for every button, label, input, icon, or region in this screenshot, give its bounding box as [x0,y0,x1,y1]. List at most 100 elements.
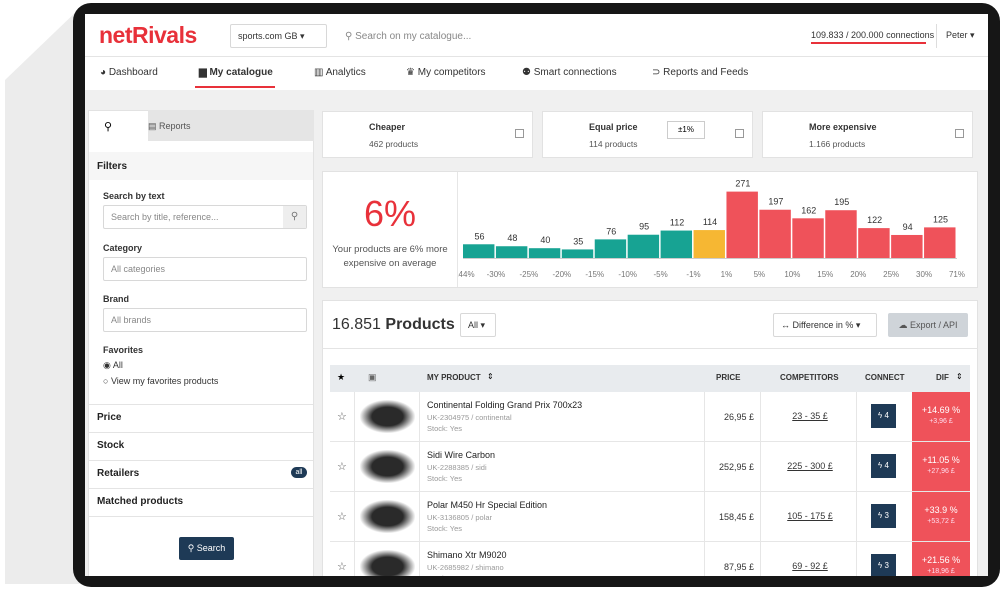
logo[interactable]: netRivals [99,22,197,48]
sort-select[interactable]: ↔ Difference in % ▾ [773,313,877,337]
button-text: Export / API [909,320,958,330]
bar-label: 40 [540,235,550,245]
card-count: 114 products [589,139,638,149]
nav-item[interactable]: ♛ My competitors [406,67,486,78]
label: Favorites [103,345,144,355]
product-name[interactable]: Sidi Wire Carbon [427,450,496,460]
star[interactable]: ☆ [337,461,347,473]
bar [891,234,923,258]
cell-border [419,392,420,442]
column-header[interactable]: DIF [936,373,949,382]
bin-label: -10% [618,270,637,279]
bin-label: -25% [520,270,539,279]
checkbox[interactable] [515,129,524,138]
product-name[interactable]: Continental Folding Grand Prix 700x23 [427,400,583,410]
dif-abs: +18,96 £ [927,568,955,575]
user[interactable]: Peter ▾ [946,30,975,40]
tab-reports[interactable] [148,110,314,141]
search-input[interactable]: Search by title, reference... [103,205,307,229]
product-stock: Stock: Yes [427,574,462,576]
store-select[interactable]: sports.com GB ▾ [230,24,327,48]
card-select[interactable]: ±1% [667,121,705,139]
column-header[interactable]: PRICE [716,373,741,382]
product-name[interactable]: Shimano Xtr M9020 [427,550,507,560]
section-title[interactable]: Matched products [97,496,184,507]
bar [594,239,627,258]
star[interactable]: ☆ [337,511,347,523]
headline: 6% [363,193,417,234]
headline-text: Your products are 6% more expensive on a… [332,244,448,269]
search-button[interactable]: ⚲ Search [179,537,234,560]
search-placeholder: Search on my catalogue... [355,31,472,42]
row-border [330,491,970,492]
nav-item[interactable]: ▥ Analytics [314,67,366,78]
option: View my favorites products [110,376,219,386]
button-text: Search [196,543,226,553]
bar-label: 162 [801,205,816,215]
filters-bar [89,152,313,180]
value: Difference in % [792,320,854,330]
user-name: Peter [946,30,968,40]
nav-label: Analytics [325,67,366,78]
dif-cell [912,392,970,441]
radio[interactable]: ○ View my favorites products [103,376,219,386]
sort-icon[interactable]: ⇕ [956,372,963,381]
nav-item[interactable]: ▆ My catalogue [199,67,273,78]
dif-abs: +3,96 £ [929,418,953,425]
section-title[interactable]: Price [97,412,122,423]
competitors[interactable]: 225 - 300 £ [787,461,833,471]
frame-shadow [5,8,80,584]
nav-item[interactable]: ◕ Dashboard [100,67,158,78]
cell-border [760,442,761,492]
sort-icon[interactable]: ⇕ [487,372,494,381]
section-title[interactable]: Retailers [97,468,140,479]
search-icon[interactable]: ⚲ [283,206,306,228]
bar [660,230,693,258]
competitors[interactable]: 69 - 92 £ [792,561,828,571]
column-header[interactable]: COMPETITORS [780,373,839,382]
divider [936,24,937,48]
export-button[interactable]: ☁ Export / API [888,313,968,337]
nav-item[interactable]: ⊃ Reports and Feeds [652,67,749,78]
column-header[interactable]: CONNECT [865,373,905,382]
card [322,111,533,158]
cell-border [704,542,705,576]
connect-button[interactable]: ϟ 3 [871,554,896,576]
search[interactable]: ⚲ Search on my catalogue... [345,31,472,42]
star[interactable]: ☆ [337,561,347,573]
bin-label: -30% [487,270,506,279]
checkbox[interactable] [955,129,964,138]
connect-button[interactable]: ϟ 3 [871,504,896,528]
competitors[interactable]: 23 - 35 £ [792,411,828,421]
filter-select[interactable]: All ▾ [460,313,496,337]
nav-label: My competitors [417,67,486,78]
cell-border [760,542,761,576]
radio[interactable]: ◉ All [103,360,123,370]
cell-border [354,392,355,442]
connect-button[interactable]: ϟ 4 [871,404,896,428]
dif: +33.9 % [924,505,958,515]
column-header[interactable]: MY PRODUCT [427,373,481,382]
bar-label: 94 [903,222,913,232]
section-border [89,460,313,461]
connections-bar [811,42,926,44]
tab-search[interactable]: ⚲ [104,121,113,133]
bin-label: 10% [784,270,800,279]
cell-border [760,392,761,442]
brand-select[interactable]: All brands [103,308,307,332]
nav-item[interactable]: ⚉ Smart connections [522,67,617,78]
star[interactable]: ☆ [337,411,347,423]
bin-label: 1% [721,270,733,279]
bin-label: -20% [552,270,571,279]
competitors[interactable]: 105 - 175 £ [787,511,833,521]
connect-button[interactable]: ϟ 4 [871,454,896,478]
category-select[interactable]: All categories [103,257,307,281]
section-border [89,516,313,517]
section-title[interactable]: Stock [97,440,125,451]
bin-label: 15% [817,270,833,279]
star-header: ★ [337,372,346,382]
product-name[interactable]: Polar M450 Hr Special Edition [427,500,548,510]
bar-label: 56 [474,231,484,241]
checkbox[interactable] [735,129,744,138]
